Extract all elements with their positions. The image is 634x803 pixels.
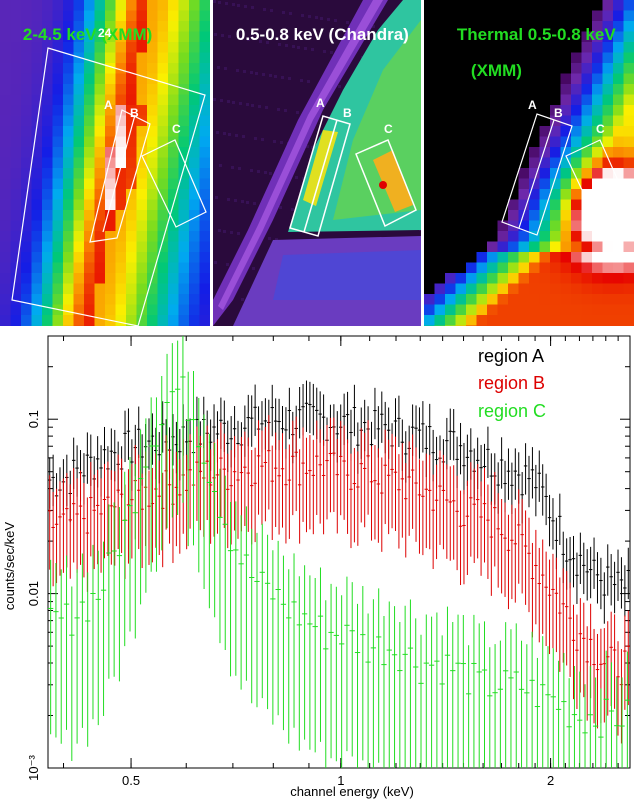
panel1-label-a: A	[104, 98, 113, 112]
y-tick-label: 10⁻³	[26, 755, 41, 781]
image-panel-hard-xmm: 2-4.5 keV (XMM) 24 A B C	[0, 0, 210, 326]
legend-region-a: region A	[478, 346, 545, 366]
spectrum-chart: 0.5 1 2 10⁻³ 0.01 0.1 channel energy (keV) co…	[2, 335, 631, 799]
x-tick-label: 1	[337, 773, 344, 788]
panel1-label-b: B	[130, 106, 139, 120]
plot-area: 0.5 1 2 10⁻³ 0.01 0.1	[26, 335, 631, 788]
soft-chandra-image	[213, 0, 421, 326]
legend-region-b: region B	[478, 373, 546, 393]
panel1-label-c: C	[172, 122, 181, 136]
y-tick-label: 0.1	[26, 410, 41, 428]
panel1-title-line1: 2-4.5 keV (XMM)	[22, 25, 153, 44]
panel2-label-a: A	[316, 96, 325, 110]
plot-frame	[47, 335, 631, 769]
panel2-title: 0.5-0.8 keV (Chandra)	[217, 8, 409, 62]
panel3-label-a: A	[528, 98, 537, 112]
panel3-title: Thermal 0.5-0.8 keV (XMM)	[438, 8, 616, 98]
panel2-label-b: B	[343, 106, 352, 120]
image-panel-thermal-xmm: Thermal 0.5-0.8 keV (XMM) A B C	[424, 0, 634, 326]
panel3-title-line1: Thermal 0.5-0.8 keV	[456, 25, 616, 44]
y-axis-label: counts/sec/keV	[2, 522, 17, 610]
x-tick-label: 0.5	[122, 773, 140, 788]
image-panel-soft-chandra: 0.5-0.8 keV (Chandra) A B C	[213, 0, 421, 326]
legend-region-c: region C	[478, 401, 547, 421]
series-region-c	[48, 336, 630, 768]
panel1-marker: 24	[98, 26, 112, 40]
panel1-title: 2-4.5 keV (XMM)	[4, 8, 152, 62]
panel3-title-line2: (XMM)	[470, 61, 522, 80]
panel2-title-line1: 0.5-0.8 keV (Chandra)	[235, 25, 409, 44]
series-region-b	[48, 415, 630, 744]
x-axis-label: channel energy (keV)	[290, 784, 414, 799]
panel3-label-b: B	[554, 106, 563, 120]
panel3-label-c: C	[596, 122, 605, 136]
x-tick-label: 2	[547, 773, 554, 788]
y-tick-label: 0.01	[26, 581, 41, 606]
hard-xmm-image	[0, 0, 210, 326]
thermal-xmm-image	[424, 0, 634, 326]
panel2-label-c: C	[384, 122, 393, 136]
